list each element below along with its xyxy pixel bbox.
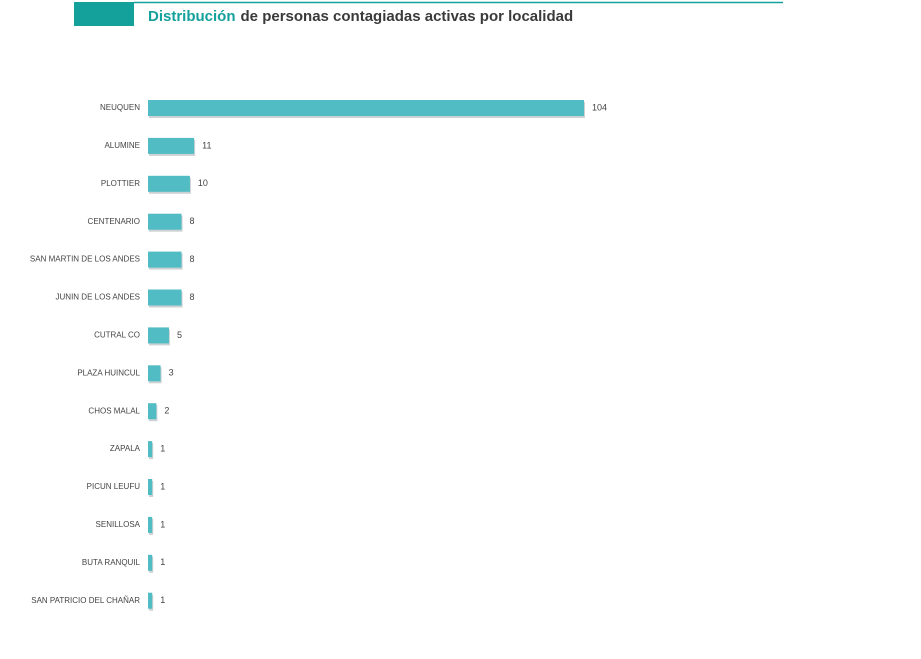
value-label: 10 bbox=[198, 178, 208, 188]
category-label: ALUMINE bbox=[104, 141, 140, 150]
category-label: NEUQUEN bbox=[100, 103, 140, 112]
category-label: PICUN LEUFU bbox=[87, 482, 141, 491]
category-label: PLAZA HUINCUL bbox=[77, 368, 140, 377]
category-label: PLOTTIER bbox=[101, 179, 140, 188]
value-label: 1 bbox=[160, 443, 165, 453]
value-label: 5 bbox=[177, 330, 182, 340]
bar bbox=[148, 479, 153, 495]
bar bbox=[148, 365, 161, 382]
category-label: JUNIN DE LOS ANDES bbox=[56, 293, 140, 302]
bar bbox=[148, 100, 584, 116]
bar bbox=[148, 251, 182, 268]
category-label: SENILLOSA bbox=[96, 520, 141, 529]
value-label: 8 bbox=[190, 216, 195, 226]
bar bbox=[148, 327, 169, 344]
bar bbox=[148, 289, 182, 306]
chart-title: Distribución de personas contagiadas acti… bbox=[148, 8, 573, 25]
value-label: 8 bbox=[190, 254, 195, 264]
category-label: CENTENARIO bbox=[88, 217, 140, 226]
value-label: 2 bbox=[164, 406, 169, 416]
value-label: 3 bbox=[169, 368, 174, 378]
category-label: CHOS MALAL bbox=[88, 406, 140, 415]
bar bbox=[148, 175, 190, 192]
bar bbox=[148, 554, 153, 571]
bar bbox=[148, 213, 182, 230]
category-label: BUTA RANQUIL bbox=[82, 558, 141, 567]
value-label: 1 bbox=[160, 481, 165, 491]
bar bbox=[148, 403, 157, 420]
value-label: 1 bbox=[160, 595, 165, 605]
value-label: 104 bbox=[592, 102, 607, 112]
value-label: 8 bbox=[190, 292, 195, 302]
header-block bbox=[74, 2, 134, 26]
value-label: 11 bbox=[202, 140, 211, 150]
bar bbox=[148, 592, 153, 609]
bar bbox=[148, 441, 153, 458]
category-label: SAN PATRICIO DEL CHAÑAR bbox=[31, 596, 140, 605]
value-label: 1 bbox=[160, 519, 165, 529]
category-label: SAN MARTIN DE LOS ANDES bbox=[30, 255, 140, 264]
category-label: ZAPALA bbox=[110, 444, 141, 453]
title-highlight: Distribución bbox=[148, 8, 236, 25]
title-rest: de personas contagiadas activas por loca… bbox=[241, 8, 574, 25]
bar bbox=[148, 137, 195, 154]
bar bbox=[148, 516, 153, 533]
category-label: CUTRAL CO bbox=[94, 331, 140, 340]
value-label: 1 bbox=[160, 557, 165, 567]
